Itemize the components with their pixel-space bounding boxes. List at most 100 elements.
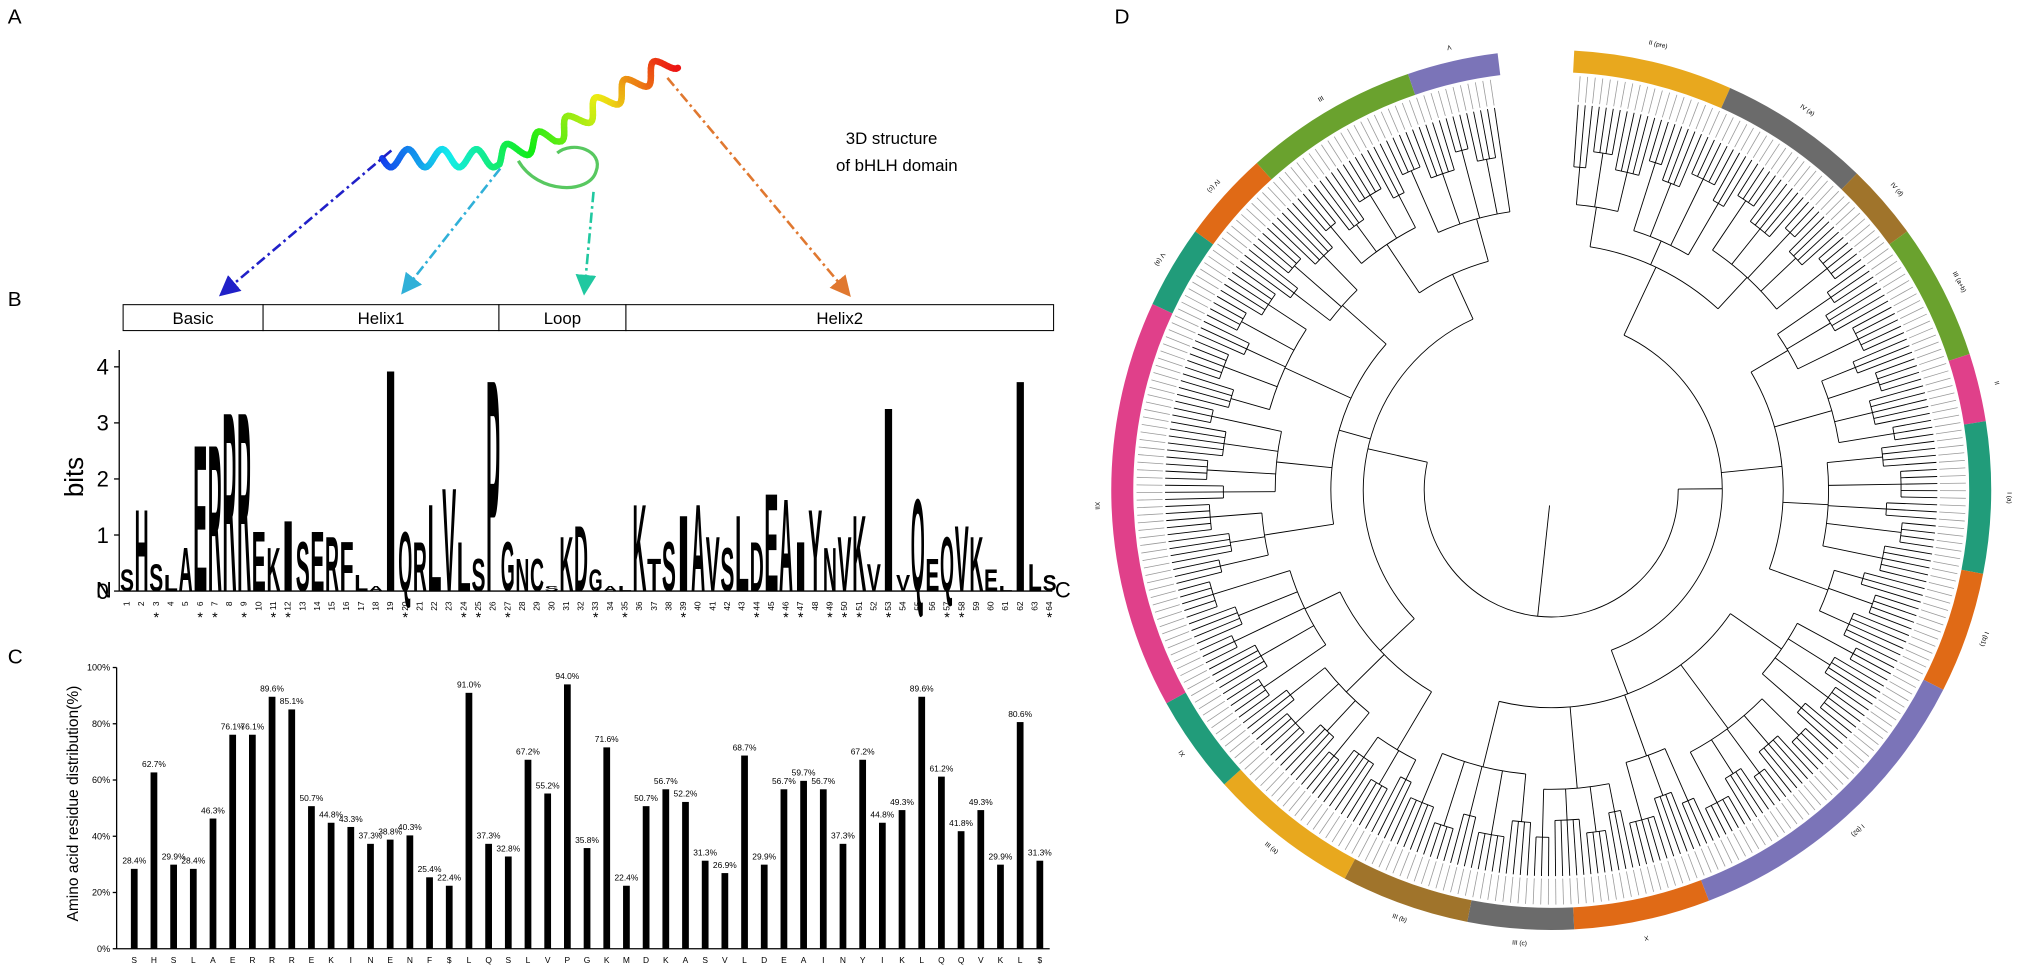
logo-letter: E bbox=[310, 515, 324, 610]
tree-branch bbox=[1834, 656, 1885, 687]
x-tick-label: S bbox=[505, 955, 511, 965]
logo-letter: V bbox=[867, 557, 881, 601]
tree-branch bbox=[1589, 786, 1597, 832]
x-tick-label: $ bbox=[447, 955, 452, 965]
leaf-label bbox=[1167, 637, 1192, 649]
leaf-label bbox=[1634, 84, 1641, 111]
tree-branch bbox=[1328, 751, 1340, 761]
position-label: 60 bbox=[986, 601, 996, 611]
tree-branch bbox=[1611, 109, 1621, 155]
tree-branch bbox=[1569, 706, 1578, 789]
tree-branch bbox=[1165, 504, 1210, 507]
leaf-label bbox=[1278, 176, 1297, 197]
bar bbox=[504, 856, 512, 949]
tree-branch bbox=[1753, 776, 1775, 806]
bar bbox=[623, 885, 630, 949]
x-tick-label: N bbox=[840, 955, 846, 965]
tree-branch bbox=[1852, 338, 1907, 363]
tree-branch bbox=[1425, 124, 1444, 174]
tree-branch bbox=[1521, 773, 1527, 822]
tree-branch bbox=[1247, 694, 1291, 729]
bar bbox=[308, 806, 315, 949]
x-tick-label: G bbox=[584, 955, 591, 965]
position-label: 3 bbox=[151, 601, 161, 606]
protein-structure bbox=[379, 57, 682, 171]
tree-branch bbox=[1664, 748, 1689, 801]
tree-branch bbox=[1234, 607, 1305, 642]
value-label: 68.7% bbox=[733, 742, 757, 752]
logo-letter: L bbox=[354, 571, 368, 597]
leaf-label bbox=[1267, 186, 1286, 207]
position-label: 16 bbox=[341, 601, 351, 611]
tree-branch bbox=[1342, 305, 1387, 345]
group-arc bbox=[1256, 73, 1416, 180]
logo-letter: N bbox=[515, 550, 529, 602]
tree-branch bbox=[1828, 483, 1902, 486]
leaf-label bbox=[1908, 327, 1934, 339]
position-label: 35 bbox=[619, 601, 629, 611]
tree-branch bbox=[1390, 797, 1412, 842]
tree-branch bbox=[1240, 260, 1291, 299]
n-terminus: N bbox=[96, 578, 112, 603]
arrow bbox=[218, 149, 393, 297]
leaf-label bbox=[1318, 812, 1335, 834]
position-label: 4 bbox=[166, 601, 176, 606]
leaf-label bbox=[1239, 746, 1260, 764]
tree-branch bbox=[1885, 514, 1937, 520]
logo-letter: V bbox=[442, 457, 456, 623]
leaf-label bbox=[1241, 214, 1261, 232]
tree-branch bbox=[1705, 795, 1729, 809]
y-axis-label: bits bbox=[61, 457, 89, 497]
tree-branch bbox=[1758, 751, 1792, 793]
tree-branch bbox=[1379, 618, 1415, 651]
position-label: 1 bbox=[122, 601, 132, 606]
value-label: 52.2% bbox=[674, 789, 698, 799]
leaf-label bbox=[1926, 588, 1953, 597]
tree-branch bbox=[1753, 768, 1765, 777]
asterisk: * bbox=[856, 610, 862, 626]
region-box bbox=[122, 304, 264, 332]
value-label: 29.9% bbox=[989, 851, 1013, 861]
tree-branch bbox=[1329, 757, 1365, 807]
position-label: 29 bbox=[532, 601, 542, 611]
tree-branch bbox=[1828, 667, 1877, 699]
leaf-label bbox=[1839, 750, 1860, 769]
tree-branch bbox=[1625, 762, 1643, 821]
leaf-label bbox=[1229, 735, 1251, 753]
leaf-label bbox=[1793, 165, 1811, 187]
leaf-label bbox=[1482, 80, 1488, 107]
leaf-label bbox=[1211, 712, 1233, 729]
value-label: 89.6% bbox=[910, 684, 934, 694]
leaf-label bbox=[1775, 807, 1792, 829]
position-label: 2 bbox=[136, 601, 146, 606]
x-tick-label: K bbox=[899, 955, 905, 965]
logo-letter: R bbox=[208, 400, 222, 636]
tree-branch bbox=[1697, 139, 1715, 177]
tree-branch bbox=[1189, 353, 1224, 368]
group-label: IV (c) bbox=[1206, 178, 1222, 194]
leaf-label bbox=[1727, 120, 1741, 145]
leaf-label bbox=[1939, 511, 1966, 514]
tree-branch bbox=[1276, 461, 1333, 469]
leaf-label bbox=[1935, 547, 1962, 552]
leaf-label bbox=[1251, 202, 1271, 222]
tree-branch bbox=[1875, 412, 1930, 425]
y-tick-label: 40% bbox=[92, 831, 110, 841]
tree-branch bbox=[1849, 658, 1888, 681]
leaf-label bbox=[1757, 818, 1773, 842]
leaf-label bbox=[1217, 243, 1239, 260]
tree-branch bbox=[1212, 650, 1259, 676]
value-label: 61.2% bbox=[929, 763, 953, 773]
tree-branch bbox=[1219, 660, 1265, 689]
tree-branch bbox=[1893, 426, 1933, 435]
leaf-label bbox=[1857, 728, 1879, 746]
bar bbox=[327, 822, 335, 949]
y-tick-label: 100% bbox=[87, 663, 110, 673]
position-label: 6 bbox=[195, 601, 205, 606]
logo-letter: A bbox=[179, 536, 193, 605]
position-label: 58 bbox=[956, 601, 966, 611]
tree-branch bbox=[1275, 731, 1305, 761]
tree-branch bbox=[1855, 313, 1895, 334]
tree-branch bbox=[1173, 407, 1212, 417]
leaf-label bbox=[1938, 518, 1965, 522]
